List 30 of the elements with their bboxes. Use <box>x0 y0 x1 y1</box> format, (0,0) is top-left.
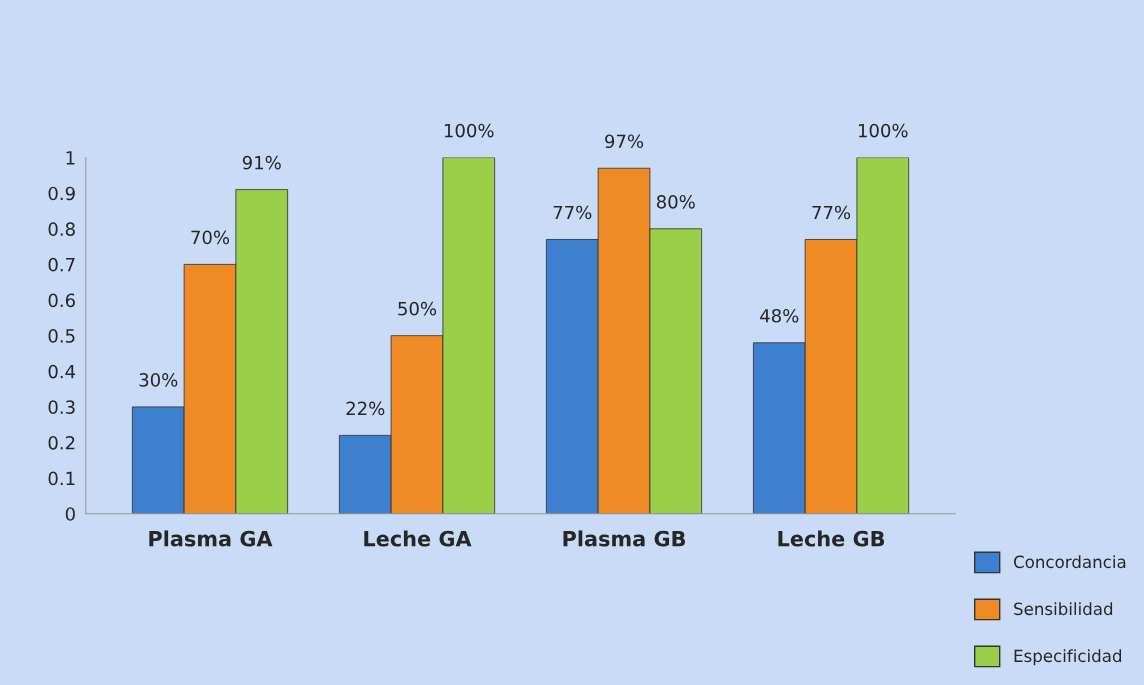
data-label: 77% <box>553 205 592 220</box>
x-tick-label: Plasma GB <box>563 530 685 547</box>
y-tick-label: 0.2 <box>48 435 75 450</box>
y-tick-label: 0.5 <box>48 329 75 343</box>
y-tick-label: 0.1 <box>48 471 75 486</box>
data-label: 80% <box>656 194 695 209</box>
data-label: 91% <box>242 155 281 170</box>
x-tick-label: Leche GB <box>778 530 885 547</box>
data-label: 48% <box>760 308 799 323</box>
y-tick-label: 1 <box>66 151 75 165</box>
y-tick-label: 0.3 <box>48 400 75 415</box>
legend-label: Concordancia <box>1013 555 1126 569</box>
data-label: 50% <box>398 301 437 316</box>
data-label: 100% <box>858 123 908 138</box>
x-tick-label: Plasma GA <box>149 530 273 547</box>
data-label: 30% <box>139 373 178 387</box>
data-label: 70% <box>191 230 230 245</box>
y-tick-label: 0.6 <box>48 293 75 308</box>
data-label: 97% <box>605 134 644 149</box>
x-tick-label: Leche GA <box>364 530 472 547</box>
legend-label: Sensibilidad <box>1014 602 1113 616</box>
data-label: 77% <box>812 205 851 220</box>
y-tick-label: 0.8 <box>48 222 75 236</box>
legend-label: Especificidad <box>1014 649 1122 666</box>
y-tick-label: 0.4 <box>48 364 76 379</box>
y-tick-label: 0.7 <box>48 257 75 272</box>
y-tick-label: 0 <box>65 507 75 521</box>
data-label: 100% <box>444 123 494 138</box>
y-tick-label: 0.9 <box>48 186 75 201</box>
data-label: 22% <box>346 401 385 416</box>
